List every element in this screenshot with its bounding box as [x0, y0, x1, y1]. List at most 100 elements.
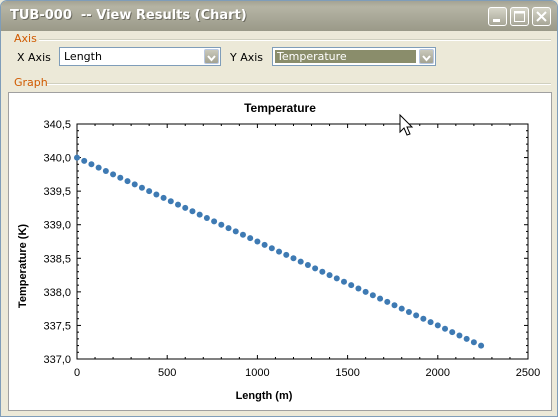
data-point [341, 279, 347, 285]
data-point [413, 312, 419, 318]
minimize-icon [489, 8, 506, 25]
data-point [276, 249, 282, 255]
data-point [153, 192, 159, 198]
mouse-cursor-icon [400, 115, 412, 135]
graph-group-label: Graph [14, 76, 48, 89]
y-tick-label: 337,0 [43, 354, 71, 366]
x-tick-label: 1500 [335, 367, 359, 379]
x-tick-label: 500 [158, 367, 176, 379]
data-point [110, 171, 116, 177]
x-tick-label: 1000 [245, 367, 269, 379]
data-point [478, 343, 484, 349]
data-point [298, 259, 304, 265]
data-point [435, 322, 441, 328]
data-point [197, 212, 203, 218]
axis-group-label: Axis [14, 32, 37, 45]
x-axis-title: Length (m) [236, 390, 293, 402]
minimize-button[interactable] [488, 7, 507, 26]
data-point [305, 262, 311, 268]
y-axis-ticks: 337,0 337,5 338,0 338,5 339,0 339,5 340,0 340,5 [43, 119, 528, 366]
data-point [327, 272, 333, 278]
y-axis-dropdown-button[interactable] [419, 49, 434, 64]
data-point [471, 339, 477, 345]
data-point [269, 245, 275, 251]
data-point [312, 265, 318, 271]
x-axis-select[interactable]: Length [59, 47, 221, 66]
data-point [254, 239, 260, 245]
y-tick-label: 338,0 [43, 287, 71, 299]
data-point [233, 228, 239, 234]
data-point [103, 168, 109, 174]
data-point [175, 202, 181, 208]
data-point [218, 222, 224, 228]
data-point [420, 316, 426, 322]
y-tick-label: 337,5 [43, 320, 71, 332]
data-point [377, 296, 383, 302]
data-point [204, 215, 210, 221]
x-axis-ticks: 0 500 1000 1500 2000 2500 [74, 124, 540, 379]
data-point [88, 161, 94, 167]
data-point [464, 336, 470, 342]
y-axis-label: Y Axis [230, 51, 263, 64]
data-point [211, 218, 217, 224]
x-tick-label: 0 [74, 367, 80, 379]
x-tick-label: 2000 [426, 367, 450, 379]
data-point [168, 198, 174, 204]
x-axis-dropdown-button[interactable] [204, 49, 219, 64]
graph-group-divider [47, 83, 551, 85]
plot-area [77, 124, 528, 359]
data-point [226, 225, 232, 231]
data-point [406, 309, 412, 315]
x-axis-select-value: Length [64, 50, 102, 63]
data-point [399, 306, 405, 312]
x-tick-label: 2500 [516, 367, 540, 379]
chart-title: Temperature [244, 101, 316, 115]
data-point [355, 286, 361, 292]
data-point [117, 175, 123, 181]
data-point [146, 188, 152, 194]
maximize-button[interactable] [510, 7, 529, 26]
data-point [132, 181, 138, 187]
data-point [348, 282, 354, 288]
data-point [456, 333, 462, 339]
data-point [182, 205, 188, 211]
data-point [139, 185, 145, 191]
close-button[interactable] [532, 7, 551, 26]
data-point [370, 292, 376, 298]
data-points [74, 155, 484, 349]
y-axis-title: Temperature (K) [17, 224, 29, 308]
data-point [384, 299, 390, 305]
axis-group-divider [39, 39, 551, 41]
data-point [125, 178, 131, 184]
y-tick-label: 340,5 [43, 119, 71, 131]
data-point [363, 289, 369, 295]
data-point [262, 242, 268, 248]
data-point [161, 195, 167, 201]
data-point [240, 232, 246, 238]
chart-panel: Temperature 0 500 1000 1500 2000 2500 337,0 33… [8, 92, 552, 411]
data-point [247, 235, 253, 241]
chevron-down-icon [205, 52, 218, 65]
chevron-down-icon [420, 52, 433, 65]
data-point [334, 275, 340, 281]
y-axis-select[interactable]: Temperature [272, 47, 436, 66]
data-point [81, 158, 87, 164]
data-point [428, 319, 434, 325]
y-tick-label: 339,5 [43, 186, 71, 198]
data-point [96, 165, 102, 171]
maximize-icon [511, 8, 528, 25]
close-icon [533, 8, 550, 25]
y-tick-label: 338,5 [43, 253, 71, 265]
title-bar[interactable]: TUB-000 -- View Results (Chart) [1, 1, 557, 31]
data-point [189, 208, 195, 214]
y-axis-select-value: Temperature [277, 50, 347, 63]
window-title: TUB-000 -- View Results (Chart) [10, 8, 247, 23]
data-point [290, 255, 296, 261]
data-point [283, 252, 289, 258]
data-point [319, 269, 325, 275]
y-tick-label: 339,0 [43, 220, 71, 232]
temperature-chart: Temperature 0 500 1000 1500 2000 2500 337,033… [9, 93, 551, 410]
data-point [392, 302, 398, 308]
y-tick-label: 340,0 [43, 153, 71, 165]
